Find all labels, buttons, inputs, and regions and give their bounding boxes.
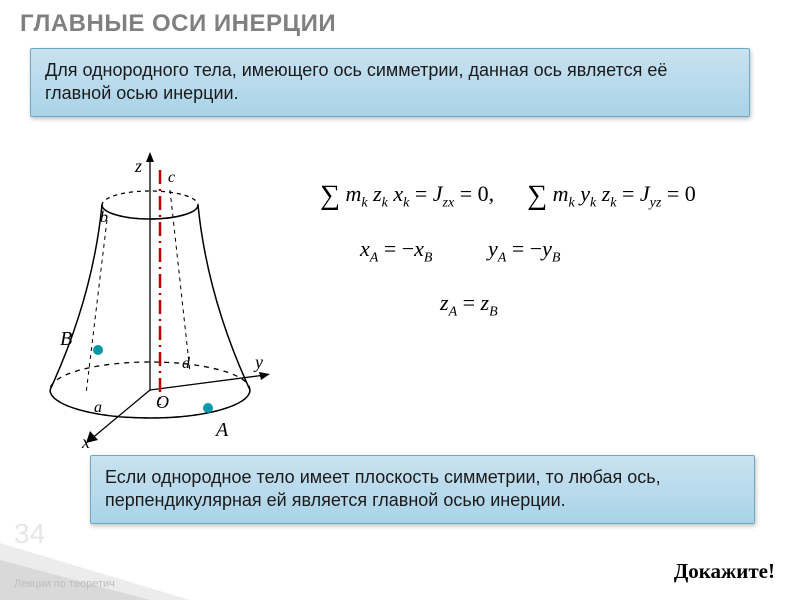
slide-title: ГЛАВНЫЕ ОСИ ИНЕРЦИИ [20, 10, 336, 38]
equation-row-3: zA = zB [440, 290, 770, 320]
equation-row-1: ∑ mk zk xk = Jzx = 0, ∑ mk yk zk = Jyz =… [320, 180, 770, 212]
page-footer-label: Лекции по теоретич [14, 578, 115, 590]
svg-text:z: z [134, 156, 142, 176]
equation-row-2: xA = −xB yA = −yB [360, 236, 770, 266]
statement-box-1: Для однородного тела, имеющего ось симме… [30, 48, 750, 117]
svg-text:x: x [81, 432, 90, 450]
statement-box-2: Если однородное тело имеет плоскость сим… [90, 455, 755, 524]
prove-label: Докажите! [674, 559, 775, 584]
svg-text:O: O [156, 392, 169, 412]
svg-text:y: y [253, 352, 263, 372]
svg-text:c: c [168, 169, 175, 186]
page-number: 34 [14, 518, 45, 550]
svg-text:B: B [60, 328, 72, 350]
diagram: z y x O A B a b c d [30, 150, 280, 450]
svg-text:d: d [182, 355, 191, 372]
svg-text:a: a [94, 399, 102, 416]
equations-block: ∑ mk zk xk = Jzx = 0, ∑ mk yk zk = Jyz =… [320, 180, 770, 345]
svg-text:A: A [214, 419, 229, 441]
svg-text:b: b [100, 209, 108, 226]
